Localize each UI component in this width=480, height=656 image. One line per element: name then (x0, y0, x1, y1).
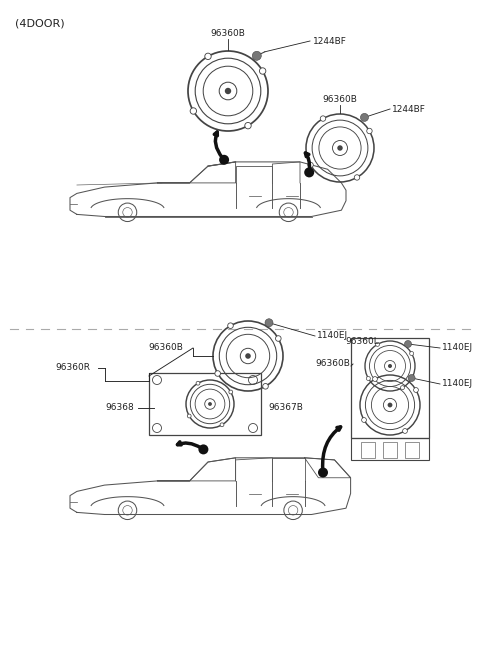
Circle shape (361, 418, 366, 422)
Circle shape (229, 390, 233, 394)
Circle shape (308, 162, 313, 168)
Circle shape (252, 51, 261, 60)
Bar (351, 338, 429, 438)
Text: 1244BF: 1244BF (392, 104, 426, 113)
Text: 96360R: 96360R (55, 363, 90, 373)
Circle shape (400, 386, 405, 390)
Circle shape (245, 123, 251, 129)
Bar (149, 373, 261, 435)
Circle shape (375, 342, 380, 346)
Circle shape (408, 375, 415, 382)
Circle shape (205, 53, 211, 60)
Circle shape (354, 174, 360, 180)
Circle shape (366, 377, 371, 380)
Circle shape (388, 403, 392, 407)
Circle shape (260, 68, 266, 74)
Text: (4DOOR): (4DOOR) (15, 18, 65, 28)
Circle shape (265, 319, 273, 327)
Bar (405, 442, 419, 458)
Circle shape (198, 444, 208, 455)
Circle shape (337, 145, 343, 151)
Circle shape (388, 364, 392, 368)
Circle shape (208, 402, 212, 406)
Circle shape (360, 113, 369, 121)
Circle shape (187, 414, 191, 418)
Bar (383, 442, 397, 458)
Circle shape (304, 167, 314, 177)
Text: 96360L: 96360L (345, 337, 379, 346)
Text: 96367B: 96367B (268, 403, 303, 413)
Circle shape (196, 381, 200, 385)
Bar (361, 442, 375, 458)
Circle shape (219, 155, 229, 165)
Circle shape (409, 352, 414, 356)
Circle shape (190, 108, 196, 114)
Circle shape (245, 353, 251, 359)
Text: 1244BF: 1244BF (313, 37, 347, 45)
Circle shape (367, 129, 372, 134)
Text: 1140EJ: 1140EJ (442, 380, 473, 388)
Circle shape (320, 116, 326, 121)
Circle shape (215, 371, 220, 377)
Text: 96360B: 96360B (323, 95, 358, 104)
Text: 96360B: 96360B (211, 29, 245, 38)
Circle shape (414, 388, 419, 392)
Circle shape (225, 88, 231, 94)
Circle shape (372, 377, 377, 381)
Bar (351, 438, 429, 460)
Circle shape (220, 423, 224, 426)
Text: 96360B: 96360B (148, 344, 183, 352)
Circle shape (276, 336, 281, 341)
Circle shape (263, 384, 268, 389)
Circle shape (318, 468, 328, 478)
Text: 1140EJ: 1140EJ (317, 331, 348, 340)
Text: 96360B: 96360B (315, 359, 350, 369)
Circle shape (403, 428, 408, 434)
Circle shape (405, 340, 411, 348)
Circle shape (228, 323, 233, 329)
Text: 1140EJ: 1140EJ (442, 344, 473, 352)
Text: 96368: 96368 (105, 403, 134, 413)
